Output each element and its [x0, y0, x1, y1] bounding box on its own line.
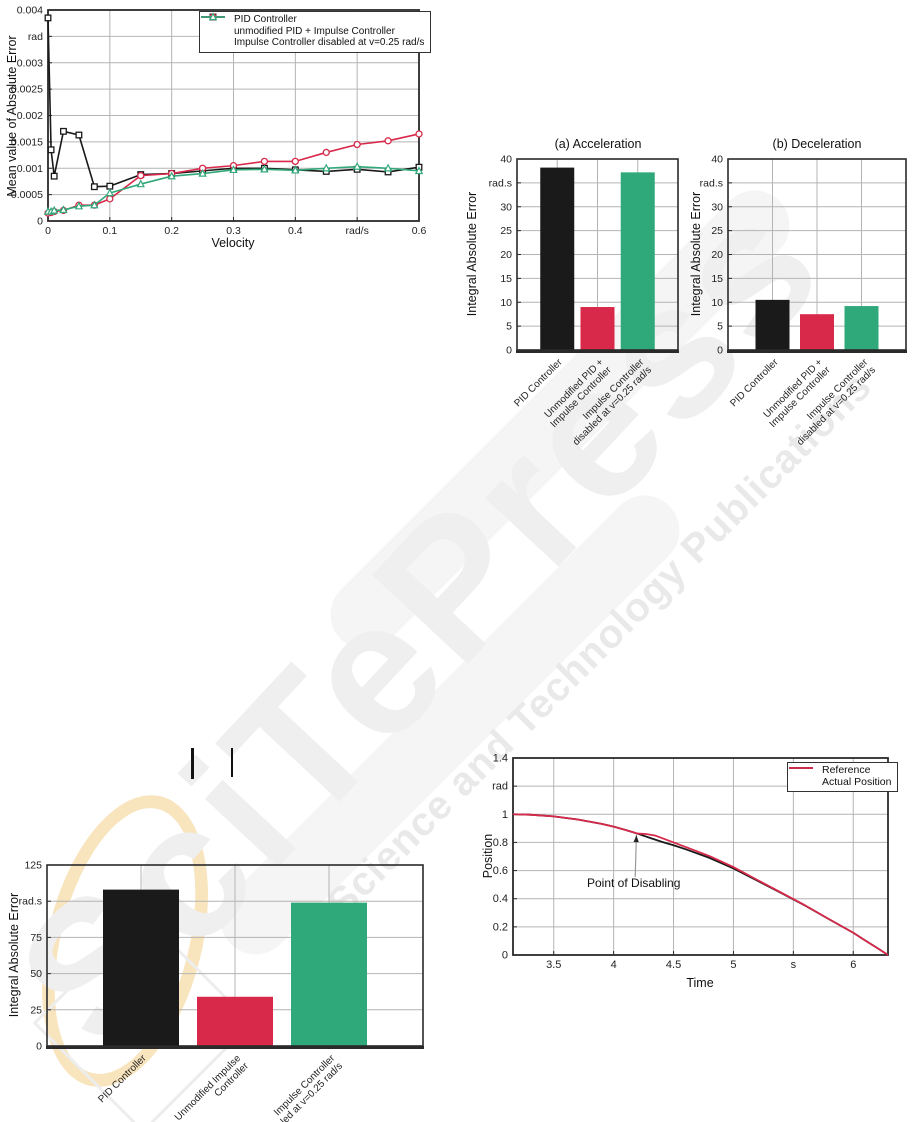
y-axis-label: Integral Absolute Error — [465, 191, 479, 317]
svg-text:rad.s: rad.s — [700, 177, 723, 189]
svg-text:1: 1 — [502, 809, 508, 821]
svg-text:20: 20 — [711, 249, 723, 261]
annotation-point-of-disabling: Point of Disabling — [587, 876, 681, 890]
y-axis-label: Mean value of Absolute Error — [5, 35, 19, 197]
svg-text:0: 0 — [717, 345, 723, 357]
svg-text:30: 30 — [500, 201, 512, 213]
legend: PID Controller unmodified PID + Impulse … — [199, 11, 432, 53]
legend-item: PID Controller — [201, 13, 424, 26]
svg-text:10: 10 — [500, 297, 512, 309]
svg-text:5: 5 — [717, 321, 723, 333]
artifact-mark-1 — [191, 748, 194, 779]
svg-text:0.4: 0.4 — [493, 893, 508, 905]
svg-text:5: 5 — [730, 959, 736, 971]
svg-text:0.004: 0.004 — [17, 5, 43, 17]
svg-text:0.0005: 0.0005 — [11, 189, 43, 201]
svg-text:25: 25 — [711, 225, 723, 237]
y-axis-label: Integral Absolute Error — [689, 191, 703, 317]
legend-swatch-actual-position — [789, 767, 818, 787]
svg-text:rad: rad — [28, 31, 43, 43]
svg-text:0: 0 — [37, 216, 43, 228]
svg-text:s: s — [791, 959, 797, 971]
svg-text:0.1: 0.1 — [103, 225, 118, 237]
svg-text:0.2: 0.2 — [164, 225, 179, 237]
svg-text:4: 4 — [611, 959, 617, 971]
legend-item: unmodified PID + Impulse Controller — [201, 13, 424, 38]
chart-iae-overall: 0 25 50 75 rad.s 125 Integral Absolute Error … — [0, 845, 440, 1122]
svg-text:10: 10 — [711, 297, 723, 309]
svg-text:40: 40 — [500, 154, 512, 166]
legend-label: PID Controller — [234, 14, 297, 25]
legend-label: Impulse Controller disabled at v=0.25 ra… — [234, 37, 425, 48]
chart-iae-deceleration: 0 5 10 15 20 25 30 rad.s 40 (b) Deceleration Int… — [682, 132, 915, 448]
chart-position-vs-time: 3.5 4 4.5 5 s 6 0 0.2 0.4 0.6 0.8 1 rad 1.4 Position … — [478, 748, 915, 1000]
svg-text:6: 6 — [850, 959, 856, 971]
svg-text:0.0015: 0.0015 — [11, 136, 43, 148]
svg-text:5: 5 — [506, 321, 512, 333]
svg-text:rad.s: rad.s — [19, 896, 42, 908]
svg-text:40: 40 — [711, 154, 723, 166]
y-axis-label: Position — [481, 833, 495, 879]
chart-mean-absolute-error: 0 0.1 0.2 0.3 0.4 rad/s 0.6 0 0.0005 0.001 0.0015 0… — [0, 0, 432, 250]
chart-iae-acceleration: 0 5 10 15 20 25 30 rad.s 40 (a) Acceleration Int… — [458, 132, 698, 448]
svg-text:50: 50 — [30, 968, 42, 980]
legend-item: Actual Position — [789, 767, 892, 789]
svg-text:1.4: 1.4 — [493, 753, 508, 765]
svg-text:30: 30 — [711, 201, 723, 213]
svg-text:0.002: 0.002 — [17, 110, 43, 122]
legend: Reference Actual Position — [787, 762, 899, 792]
svg-text:3.5: 3.5 — [546, 959, 561, 971]
x-axis-label: Time — [686, 976, 714, 990]
svg-text:0.4: 0.4 — [288, 225, 303, 237]
svg-text:rad/s: rad/s — [345, 225, 368, 237]
chart-title: (a) Acceleration — [554, 137, 642, 151]
svg-text:4.5: 4.5 — [666, 959, 681, 971]
legend-swatch-impulse-disabled — [201, 12, 230, 48]
svg-text:0.001: 0.001 — [17, 163, 43, 175]
legend-label: Actual Position — [822, 775, 892, 788]
svg-text:75: 75 — [30, 932, 42, 944]
svg-text:25: 25 — [500, 225, 512, 237]
svg-text:20: 20 — [500, 249, 512, 261]
legend-item: Impulse Controller disabled at v=0.25 ra… — [201, 12, 425, 49]
svg-text:0.003: 0.003 — [17, 57, 43, 69]
x-axis-label: Velocity — [211, 236, 255, 250]
svg-text:15: 15 — [500, 273, 512, 285]
artifact-mark-2 — [231, 748, 233, 777]
legend-label: unmodified PID + Impulse Controller — [234, 25, 395, 37]
svg-text:0: 0 — [36, 1041, 42, 1053]
y-axis-label: Integral Absolute Error — [7, 892, 21, 1018]
svg-text:0: 0 — [45, 225, 51, 237]
svg-text:125: 125 — [24, 860, 42, 872]
chart-title: (b) Deceleration — [772, 137, 862, 151]
svg-text:0: 0 — [506, 345, 512, 357]
svg-text:25: 25 — [30, 1004, 42, 1016]
svg-text:0.6: 0.6 — [412, 225, 427, 237]
svg-text:15: 15 — [711, 273, 723, 285]
legend-swatch-unmodified-pid — [201, 13, 230, 36]
svg-text:rad: rad — [492, 781, 508, 793]
legend-label: Reference — [822, 764, 871, 776]
svg-text:rad.s: rad.s — [489, 177, 512, 189]
svg-text:0.3: 0.3 — [226, 225, 241, 237]
svg-text:0.0025: 0.0025 — [11, 84, 43, 96]
svg-text:0: 0 — [502, 950, 508, 962]
svg-text:0.2: 0.2 — [493, 921, 508, 933]
